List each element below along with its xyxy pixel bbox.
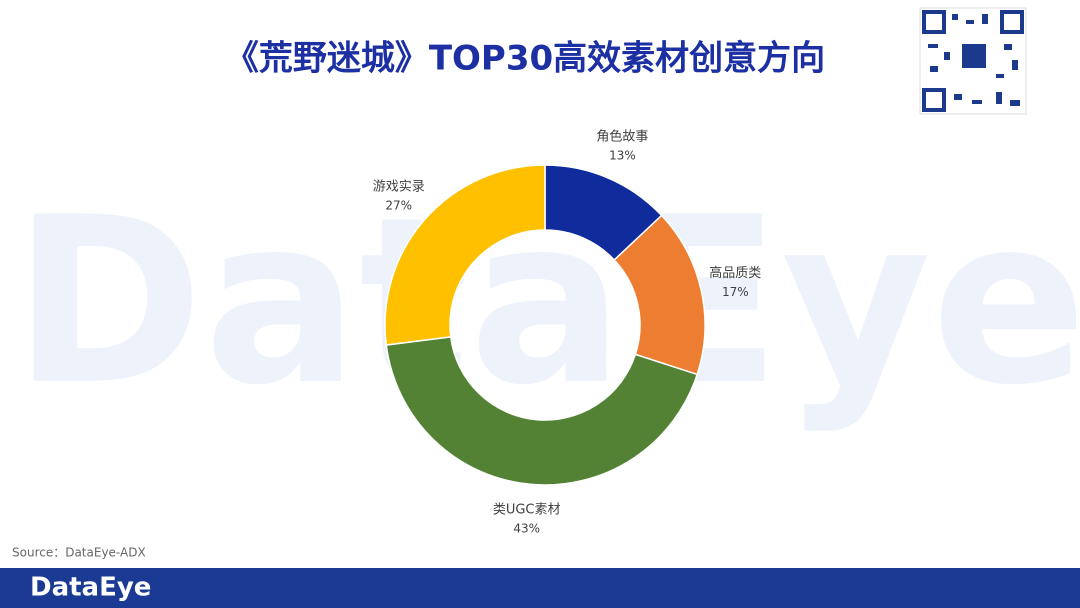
value-label: 17% [722, 285, 749, 299]
qr-code [919, 7, 1027, 115]
slice-label: 游戏实录 [373, 180, 425, 195]
slice-label: 角色故事 [596, 129, 648, 145]
source: Source：DataEye-ADX [12, 546, 146, 560]
value-label: 27% [385, 199, 412, 213]
title: 《荒野迷城》TOP30高效素材创意方向 [225, 39, 825, 79]
slice-label: 高品质类 [709, 265, 761, 281]
footer-bar [0, 568, 1080, 608]
slice-label: 类UGC素材 [493, 503, 561, 518]
value-label: 43% [513, 522, 540, 536]
value-label: 13% [609, 149, 636, 163]
footer-brand: DataEye [30, 573, 151, 603]
donut-slice [384, 164, 546, 346]
donut-chart: 角色故事 13% 高品质类 17% 类UGC素材 43% 游戏实录 27% [373, 129, 762, 536]
donut-slice [385, 336, 699, 486]
